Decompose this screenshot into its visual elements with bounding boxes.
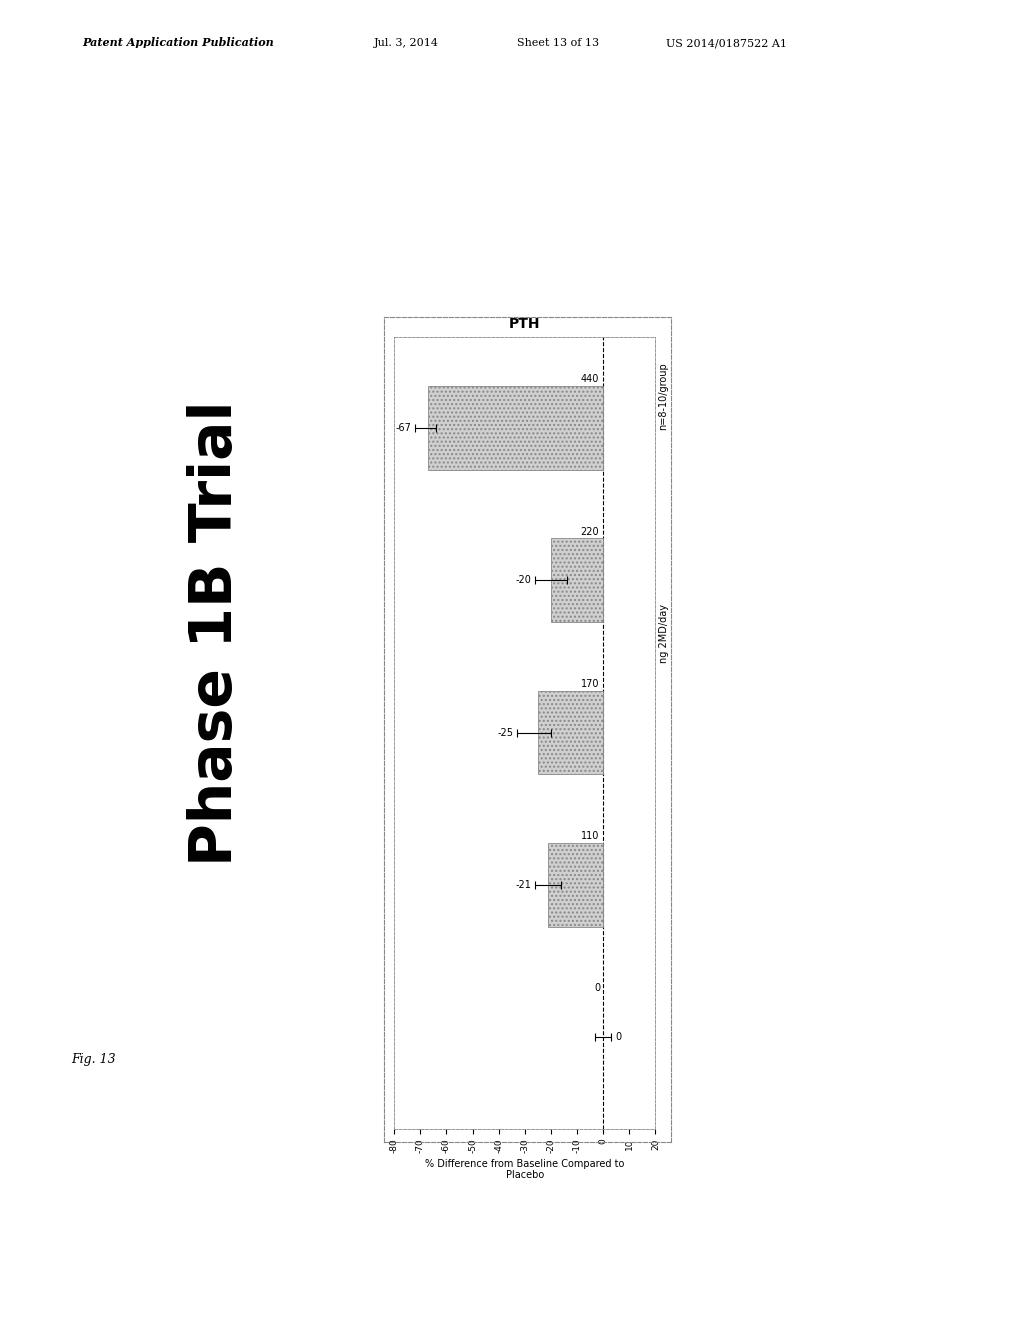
Text: -67: -67	[395, 422, 412, 433]
Text: Jul. 3, 2014: Jul. 3, 2014	[374, 38, 438, 49]
Text: -25: -25	[497, 727, 513, 738]
Text: 440: 440	[581, 375, 599, 384]
Bar	[548, 843, 603, 927]
Text: 0: 0	[594, 983, 600, 994]
Text: 220: 220	[581, 527, 599, 536]
Bar	[428, 385, 603, 470]
Text: 0: 0	[614, 1032, 621, 1043]
Title: PTH: PTH	[509, 317, 541, 331]
Text: 170: 170	[581, 678, 599, 689]
Text: US 2014/0187522 A1: US 2014/0187522 A1	[666, 38, 786, 49]
Bar	[538, 690, 603, 775]
X-axis label: % Difference from Baseline Compared to
Placebo: % Difference from Baseline Compared to P…	[425, 1159, 625, 1180]
Text: n=8-10/group: n=8-10/group	[658, 362, 669, 430]
Text: 110: 110	[581, 832, 599, 841]
Bar	[551, 539, 603, 622]
Text: Phase 1B Trial: Phase 1B Trial	[186, 401, 244, 866]
Text: ng 2MD/day: ng 2MD/day	[658, 605, 669, 663]
Text: Fig. 13: Fig. 13	[72, 1052, 117, 1065]
Text: -21: -21	[515, 880, 531, 890]
Text: Sheet 13 of 13: Sheet 13 of 13	[517, 38, 599, 49]
Text: Patent Application Publication: Patent Application Publication	[82, 37, 273, 49]
Text: -20: -20	[515, 576, 531, 585]
